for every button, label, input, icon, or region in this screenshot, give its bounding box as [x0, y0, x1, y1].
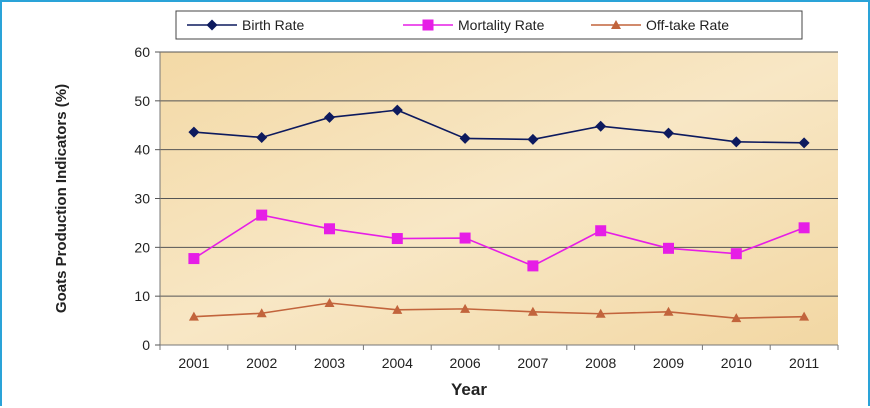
- legend-label: Birth Rate: [242, 17, 304, 33]
- legend-item: Off-take Rate: [591, 17, 729, 33]
- data-point: [730, 248, 742, 260]
- data-point: [391, 104, 403, 116]
- legend-label: Mortality Rate: [458, 17, 545, 33]
- x-tick-label: 2001: [178, 355, 209, 371]
- y-axis-label: Goats Production Indicators (%): [53, 84, 70, 313]
- series-line: [193, 109, 805, 144]
- x-tick-label: 2007: [517, 355, 548, 371]
- legend-box: [175, 10, 803, 40]
- x-tick-label: 2010: [721, 355, 752, 371]
- data-point: [527, 306, 538, 316]
- data-point: [595, 120, 607, 132]
- data-point: [256, 131, 268, 143]
- data-point: [188, 253, 200, 265]
- series-line: [193, 214, 805, 267]
- data-point: [663, 306, 674, 316]
- series-mortality-rate: [188, 209, 810, 272]
- data-point: [663, 242, 674, 254]
- x-tick-label: 2009: [653, 355, 684, 371]
- y-tick-label: 40: [134, 142, 150, 158]
- series-line: [193, 302, 805, 319]
- y-tick-label: 30: [134, 191, 150, 207]
- legend: Birth Rate Mortality Rate Off-take Rate: [175, 10, 803, 40]
- legend-marker: [611, 20, 621, 29]
- x-tick-label: 2004: [382, 355, 413, 371]
- legend-marker: [206, 19, 218, 31]
- data-point: [595, 225, 607, 237]
- data-point: [188, 311, 199, 321]
- data-point: [256, 209, 268, 221]
- data-point: [730, 136, 742, 148]
- data-point: [392, 304, 403, 314]
- y-tick-label: 60: [134, 44, 150, 60]
- data-point: [798, 137, 810, 149]
- data-point: [324, 223, 335, 235]
- y-tick-label: 50: [134, 93, 150, 109]
- x-axis-label: Year: [451, 380, 487, 399]
- data-point: [188, 126, 200, 138]
- x-tick-label: 2006: [450, 355, 481, 371]
- data-point: [256, 308, 267, 318]
- data-point: [324, 298, 335, 308]
- data-point: [527, 133, 539, 145]
- data-point: [595, 308, 606, 318]
- legend-label: Off-take Rate: [646, 17, 729, 33]
- data-point: [460, 303, 471, 313]
- legend-item: Birth Rate: [187, 17, 304, 33]
- series-group: [188, 104, 810, 323]
- data-point: [459, 132, 471, 144]
- legend-item: Mortality Rate: [403, 17, 545, 33]
- series-birth-rate: [188, 104, 810, 149]
- x-tick-label: 2003: [314, 355, 345, 371]
- data-point: [527, 260, 539, 272]
- x-tick-label: 2002: [246, 355, 277, 371]
- data-point: [391, 233, 403, 245]
- data-point: [663, 127, 674, 139]
- x-tick-labels: 2001 2002 2003 2004 2006 2007 2008 2009 2010 2011: [159, 345, 839, 371]
- data-point: [731, 313, 742, 323]
- x-tick-label: 2008: [585, 355, 616, 371]
- x-tick-label: 2011: [789, 355, 819, 371]
- gridlines: [160, 51, 838, 297]
- data-point: [324, 111, 335, 123]
- legend-marker: [422, 19, 434, 31]
- y-tick-labels: 0 10 20 30 40 50 60: [134, 44, 160, 353]
- data-point: [459, 232, 471, 244]
- y-tick-label: 0: [142, 337, 150, 353]
- y-tick-label: 20: [134, 239, 150, 255]
- data-point: [798, 222, 810, 234]
- series-off-take-rate: [188, 298, 810, 323]
- y-tick-label: 10: [134, 288, 150, 304]
- data-point: [799, 311, 810, 321]
